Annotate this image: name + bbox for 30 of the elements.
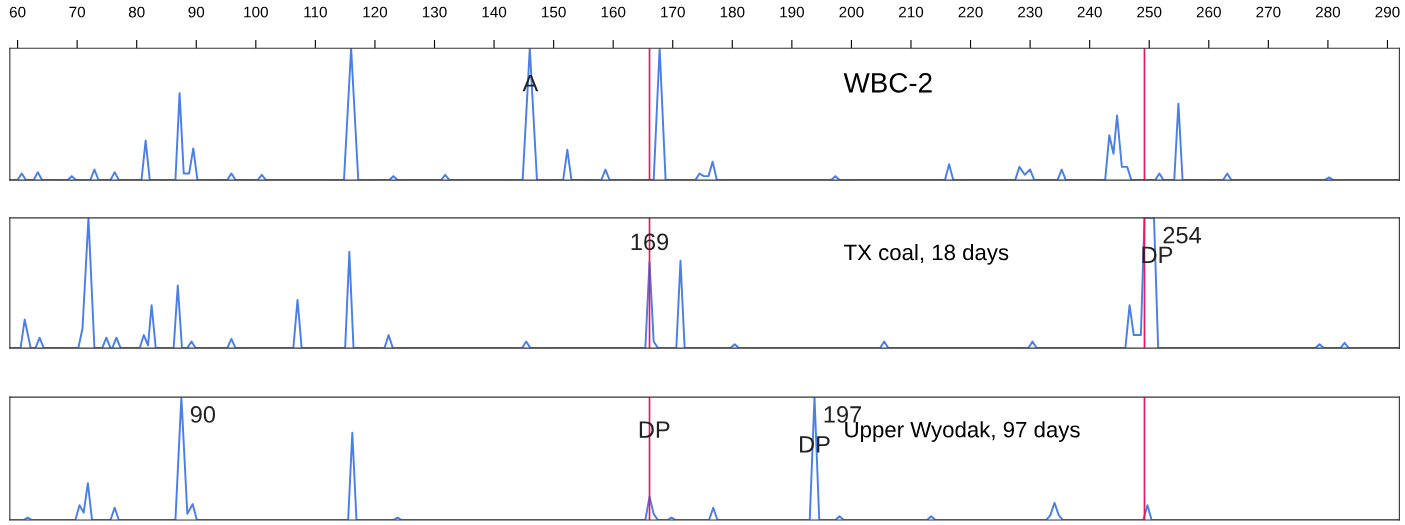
x-tick-label: 60	[9, 6, 26, 18]
x-tick-label: 210	[899, 6, 924, 18]
x-tick-label: 110	[304, 6, 327, 18]
annotation: 197	[824, 406, 862, 423]
x-tick-label: 130	[422, 6, 447, 18]
x-tick-label: 190	[780, 6, 805, 18]
text: Upper Wyodak, 97 days	[845, 421, 1080, 442]
x-tick-label: 250	[1137, 6, 1162, 18]
annotation: 90	[190, 406, 216, 423]
x-tick-label: 150	[542, 6, 566, 18]
x-tick-label: 220	[958, 6, 983, 18]
x-tick-label: 240	[1077, 6, 1102, 18]
x-tick-label: 230	[1018, 6, 1043, 18]
x-tick-label: 140	[482, 6, 507, 18]
x-tick-label: 80	[128, 6, 145, 18]
x-tick-label: 260	[1196, 6, 1221, 18]
x-tick-label: 270	[1256, 6, 1281, 18]
x-tick-label: 90	[188, 6, 205, 18]
text: TX coal, 18 days	[844, 243, 1009, 265]
x-tick-label: 180	[720, 6, 745, 18]
x-tick-label: 170	[661, 6, 685, 18]
x-tick-label: 70	[69, 6, 86, 18]
x-tick-label: 120	[363, 6, 388, 18]
x-tick-label: 200	[839, 6, 864, 18]
annotation: 254	[1163, 226, 1202, 244]
x-tick-label: 100	[244, 6, 268, 18]
text: WBC-2	[843, 72, 932, 93]
x-tick-label: 160	[601, 6, 626, 18]
x-tick-label: 280	[1315, 6, 1341, 18]
x-tick-label: 290	[1375, 6, 1400, 18]
